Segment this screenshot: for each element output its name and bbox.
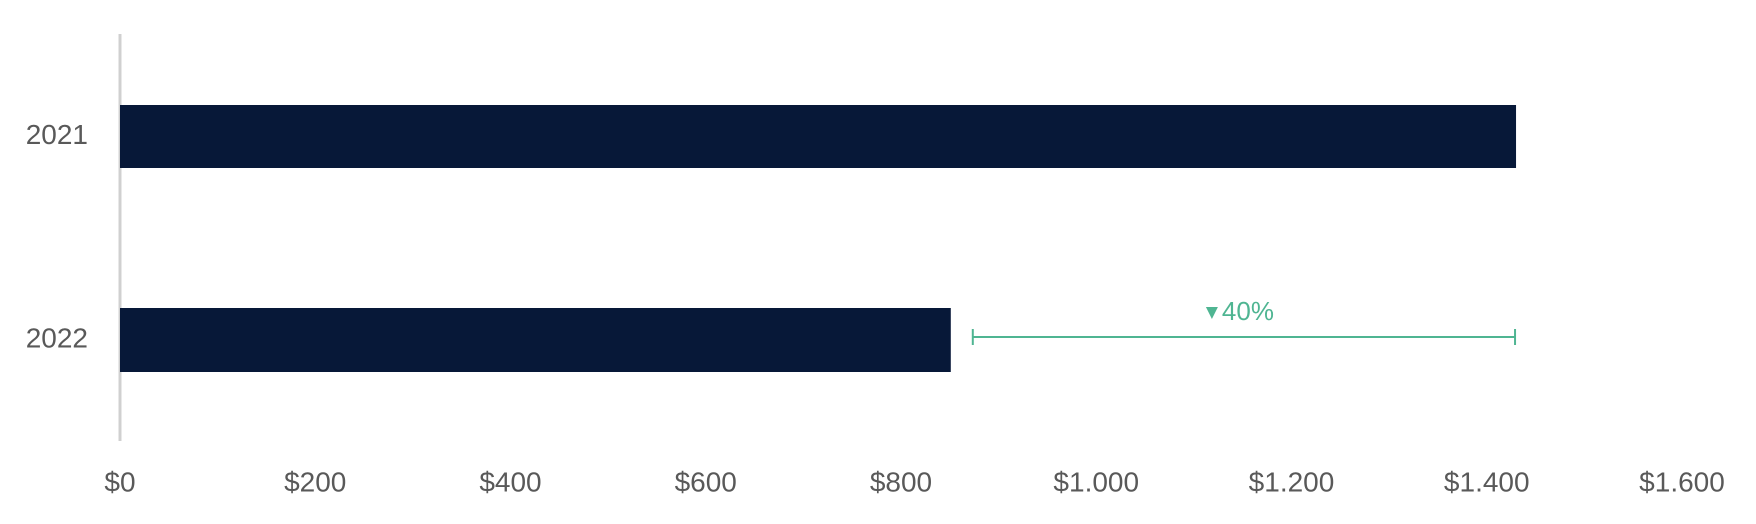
down-arrow-icon: [1205, 307, 1218, 319]
x-tick-label: $600: [675, 466, 737, 497]
x-tick-label: $200: [284, 466, 346, 497]
bar: [120, 308, 951, 372]
y-tick-label: 2021: [26, 119, 88, 150]
x-tick-label: $1.400: [1444, 466, 1530, 497]
y-tick-label: 2022: [26, 322, 88, 353]
x-tick-label: $800: [870, 466, 932, 497]
x-tick-label: $0: [104, 466, 135, 497]
bar: [120, 105, 1517, 168]
x-tick-label: $400: [479, 466, 541, 497]
annotation-label: 40%: [1222, 296, 1274, 326]
x-tick-label: $1.600: [1639, 466, 1725, 497]
x-tick-label: $1.200: [1249, 466, 1335, 497]
x-tick-label: $1.000: [1053, 466, 1139, 497]
